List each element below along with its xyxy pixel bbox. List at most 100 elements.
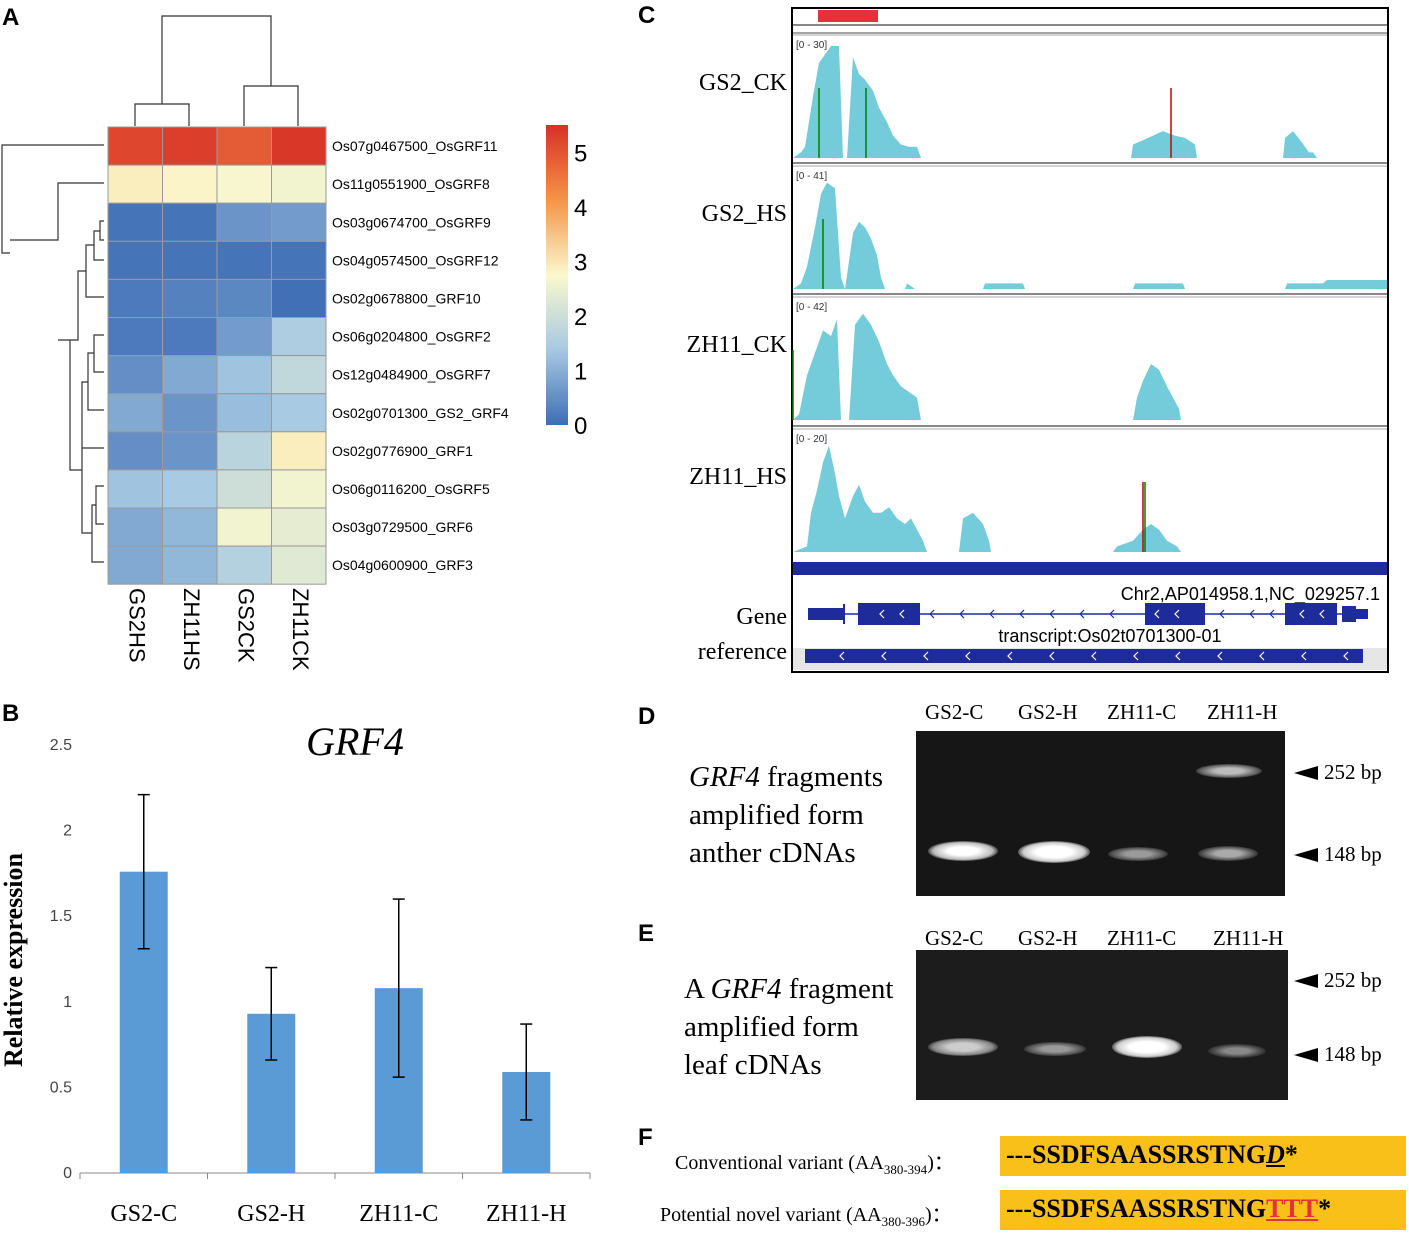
gel-e-marker-252: 252 bp: [1294, 968, 1382, 993]
heatmap-cell: [107, 393, 163, 433]
heatmap-cell: [216, 393, 272, 433]
genome-browser-panel: [0 - 30] GS2_CK [0 - 41] GS2_HS [0 - 42] ZH11…: [687, 7, 1389, 673]
heatmap-row-label: Os03g0729500_GRF6: [332, 519, 473, 535]
heatmap-cell: [162, 393, 218, 433]
heatmap-cell: [107, 431, 163, 471]
coverage-area: [793, 46, 1387, 158]
locus-label: Chr2,AP014958.1,NC_029257.1: [1121, 584, 1380, 605]
heatmap-cell: [162, 126, 218, 166]
heatmap-cell: [107, 545, 163, 585]
bar-ytick-label: 1.5: [50, 908, 72, 925]
coverage-area: [793, 313, 1387, 420]
gel-d-lane-3: ZH11-C: [1107, 700, 1177, 724]
row-dendro-branch: [58, 270, 86, 341]
heatmap-cell: [107, 317, 163, 357]
heatmap-row-label: Os06g0204800_OsGRF2: [332, 329, 491, 345]
bar-ytick-label: 2.5: [50, 737, 72, 754]
heatmap-panel: Os07g0467500_OsGRF11 Os11g0551900_OsGRF8 O…: [1, 15, 587, 671]
track-range-label: [0 - 20]: [796, 434, 827, 445]
heatmap-cell: [271, 202, 327, 242]
heatmap-cell: [107, 164, 163, 204]
heatmap-column-label: ZH11HS: [179, 588, 204, 671]
gel-e-lane-1: GS2-C: [925, 926, 984, 950]
heatmap-row-label: Os03g0674700_OsGRF9: [332, 214, 491, 230]
row-dendro-branch: [99, 220, 104, 241]
heatmap-cell: [271, 164, 327, 204]
bar-ytick-label: 1: [63, 994, 72, 1011]
bar-chart-panel: GRF4 Relative expression 0 0.5 1 1.5 2 2.5 GS…: [0, 719, 591, 1227]
gel-d-lane-1: GS2-C: [925, 700, 984, 724]
heatmap-cell: [271, 469, 327, 509]
heatmap-cell: [271, 317, 327, 357]
heatmap-cell: [162, 355, 218, 395]
heatmap-cell: [216, 355, 272, 395]
gel-d-lane-4: ZH11-H: [1207, 700, 1278, 724]
col-dendro-branch: [161, 15, 272, 68]
heatmap-row-label: Os02g0776900_GRF1: [332, 443, 473, 459]
row-dendro-branch: [81, 381, 104, 449]
colorbar-tick-label: 4: [574, 195, 587, 222]
heatmap-cell: [271, 507, 327, 547]
transcript-bar: [805, 649, 1363, 663]
row-dendro-branch: [85, 244, 104, 298]
gel-e-band: [928, 1038, 998, 1056]
heatmap-cells: [107, 126, 327, 585]
heatmap-cell: [162, 240, 218, 280]
bar-category-label: ZH11-H: [486, 1201, 566, 1227]
heatmap-cell: [216, 164, 272, 204]
track-name-label: ZH11_CK: [687, 332, 788, 358]
heatmap-cell: [216, 240, 272, 280]
heatmap-cell: [271, 126, 327, 166]
heatmap-cell: [162, 164, 218, 204]
row-dendro-branch: [69, 340, 82, 471]
heatmap-row-labels: Os07g0467500_OsGRF11 Os11g0551900_OsGRF8 O…: [332, 138, 509, 573]
heatmap-cell: [107, 278, 163, 318]
row-dendro-branch: [93, 230, 104, 261]
heatmap-cell: [107, 240, 163, 280]
transcript-label: transcript:Os02t0701300-01: [998, 626, 1221, 646]
col-dendro-branch: [243, 85, 299, 126]
row-dendro-branch: [81, 448, 92, 534]
track-range-label: [0 - 42]: [796, 302, 827, 313]
heatmap-cell: [162, 202, 218, 242]
row-dendro-branch: [1, 144, 104, 254]
gel-d-band: [1018, 841, 1090, 863]
coverage-area: [793, 445, 1387, 552]
gel-d-band: [1198, 846, 1258, 861]
row-dendro-branch: [87, 352, 104, 411]
track-name-label: GS2_HS: [702, 201, 787, 227]
heatmap-cell: [107, 355, 163, 395]
heatmap-row-label: Os11g0551900_OsGRF8: [332, 176, 490, 192]
browser-frame: [791, 7, 1389, 673]
gel-e-image: [916, 950, 1288, 1100]
bar-category-label: GS2-H: [237, 1201, 305, 1227]
gel-e-lane-2: GS2-H: [1018, 926, 1078, 950]
heatmap-row-label: Os06g0116200_OsGRF5: [332, 481, 490, 497]
colorbar-tick-label: 1: [574, 358, 587, 385]
gel-d-band: [1196, 764, 1262, 778]
track-name-label: ZH11_HS: [689, 464, 787, 490]
dendrogram: [1, 15, 299, 563]
heatmap-cell: [271, 240, 327, 280]
gel-e-band: [1112, 1036, 1182, 1058]
row-dendro-branch: [10, 182, 104, 241]
panel-label-c: C: [638, 2, 656, 29]
row-dendro-branch: [95, 485, 104, 525]
heatmap-cell: [271, 393, 327, 433]
heatmap-cell: [216, 317, 272, 357]
heatmap-cell: [216, 507, 272, 547]
track-range-label: [0 - 41]: [796, 171, 827, 182]
region-marker: [818, 10, 878, 22]
novel-variant-label: Potential novel variant (AA380-396)：: [660, 1204, 952, 1229]
gene-label: Gene: [736, 604, 787, 630]
conventional-variant-label: Conventional variant (AA380-394)：: [675, 1152, 954, 1177]
gel-e-caption: A GRF4 fragment amplified form leaf cDNA…: [684, 973, 894, 1081]
heatmap-cell: [162, 431, 218, 471]
panel-label-e: E: [638, 920, 655, 947]
panel-label-a: A: [2, 4, 20, 31]
heatmap-cell: [216, 431, 272, 471]
bar-ytick-label: 2: [63, 823, 72, 840]
gel-e-lane-4: ZH11-H: [1213, 926, 1284, 950]
colorbar-tick-label: 2: [574, 304, 587, 331]
panel-label-d: D: [638, 703, 656, 730]
